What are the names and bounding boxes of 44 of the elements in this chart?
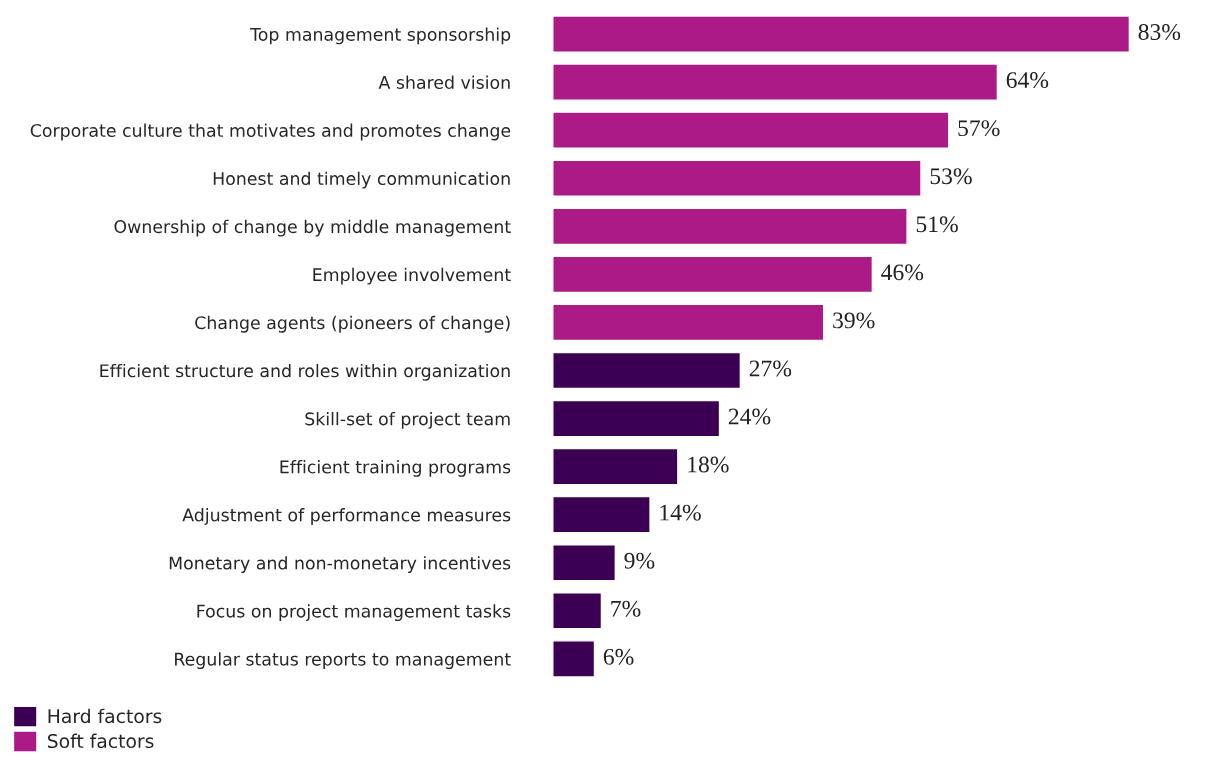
data-label: 51%	[916, 216, 958, 233]
data-label: 83%	[1138, 24, 1181, 41]
bar	[552, 159, 922, 197]
data-label: 46%	[881, 264, 924, 281]
y-tick-label: Efficient structure and roles within organization	[100, 363, 510, 381]
data-label: 53%	[930, 168, 972, 185]
bar	[552, 255, 874, 294]
data-label: 6%	[603, 648, 634, 665]
data-label: 57%	[958, 120, 1000, 137]
bar	[552, 447, 679, 486]
bar	[552, 207, 908, 246]
legend-label: Hard factors	[48, 708, 162, 724]
bar	[552, 303, 825, 342]
y-tick-label: Skill-set of project team	[305, 411, 510, 429]
bar	[552, 63, 999, 101]
y-tick-label: Focus on project management tasks	[197, 604, 511, 621]
y-tick-label: Corporate culture that motivates and promotes change	[30, 123, 511, 141]
data-label: 7%	[611, 600, 641, 617]
y-tick-label: Monetary and non-monetary incentives	[169, 556, 511, 573]
y-tick-label: Top management sponsorship	[250, 27, 511, 45]
bar	[552, 111, 950, 149]
bar	[552, 351, 742, 390]
bar	[552, 640, 596, 678]
data-label: 39%	[833, 312, 875, 329]
y-tick-label: Efficient training programs	[280, 460, 511, 477]
y-tick-label: Ownership of change by middle management	[114, 219, 511, 237]
data-label: 27%	[749, 360, 792, 377]
bar	[552, 544, 617, 582]
data-label: 9%	[624, 552, 655, 569]
data-label: 18%	[688, 456, 729, 473]
y-tick-label: Regular status reports to management	[175, 652, 511, 670]
bar	[552, 592, 603, 630]
y-tick-label: Employee involvement	[313, 267, 511, 285]
data-label: 64%	[1006, 72, 1049, 89]
data-label: 24%	[728, 408, 771, 425]
legend-label: Soft factors	[47, 733, 154, 749]
y-tick-label: Change agents (pioneers of change)	[195, 315, 510, 333]
bar	[552, 15, 1131, 53]
y-tick-label: Honest and timely communication	[213, 171, 510, 189]
data-label: 14%	[660, 504, 701, 521]
bar	[552, 495, 651, 534]
bar	[552, 399, 721, 438]
y-tick-label: A shared vision	[378, 75, 510, 89]
y-tick-label: Adjustment of performance measures	[182, 508, 511, 525]
